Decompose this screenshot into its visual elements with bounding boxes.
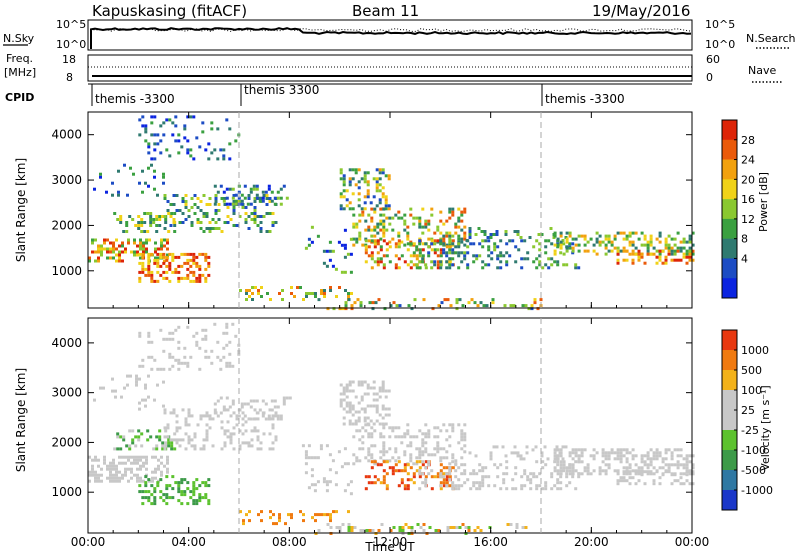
noise-right-tick-top: 10^5 (705, 18, 735, 31)
x-tick-label: 00:00 (71, 535, 106, 549)
date-title: 19/May/2016 (592, 2, 690, 20)
noise-panel: N.Sky 10^5 10^0 10^5 10^0 N.Search (3, 18, 796, 51)
y-tick-label: 4000 (51, 128, 82, 142)
colorbar-bin (722, 390, 737, 411)
colorbar-tick: -100 (741, 444, 766, 457)
colorbar-bin (722, 179, 737, 200)
colorbar-bin (722, 330, 737, 351)
x-axis-label: Time UT (364, 540, 415, 554)
noise-right-tick-bottom: 10^0 (705, 38, 735, 51)
beam-title: Beam 11 (352, 2, 419, 20)
cpid-segment-1: themis -3300 (95, 92, 175, 106)
noise-sky-label: N.Sky (3, 32, 35, 45)
power-colorbar: 28 24 20 16 12 8 4 (721, 119, 755, 299)
power-yticks: 1000 2000 3000 4000 (51, 128, 692, 278)
x-tick-label: 16:00 (473, 535, 508, 549)
colorbar-tick: 500 (741, 364, 762, 377)
y-tick-label: 1000 (51, 485, 82, 499)
cpid-segment-2: themis 3300 (244, 83, 319, 97)
y-tick-label: 2000 (51, 218, 82, 232)
x-tick-label: 04:00 (171, 535, 206, 549)
x-tick-label: 12:00 (373, 535, 408, 549)
colorbar-bin (722, 278, 737, 299)
velocity-yticks: 1000 2000 3000 4000 (51, 336, 692, 499)
cpid-bar: CPID themis -3300 themis 3300 themis -33… (5, 83, 692, 106)
noise-search-trace (90, 27, 692, 33)
colorbar-tick: 24 (741, 154, 755, 167)
freq-label: Freq. (6, 52, 33, 65)
colorbar-bin (722, 410, 737, 431)
x-tick-label: 20:00 (574, 535, 609, 549)
velocity-panel: 1000 2000 3000 4000 Slant Range [km] 1000 50… (14, 317, 773, 535)
y-tick-label: 1000 (51, 264, 82, 278)
noise-left-tick-top: 10^5 (56, 18, 86, 31)
colorbar-tick: 12 (741, 213, 755, 226)
colorbar-tick: -1000 (741, 484, 773, 497)
nave-label: Nave (748, 64, 776, 77)
colorbar-tick: 1000 (741, 344, 769, 357)
x-tick-label: 08:00 (272, 535, 307, 549)
colorbar-bin (722, 450, 737, 471)
power-colorbar-label: Power [dB] (757, 172, 770, 232)
noise-search-label: N.Search (746, 32, 796, 45)
colorbar-bin (722, 258, 737, 279)
nave-tick-top: 60 (706, 53, 720, 66)
colorbar-bin (722, 120, 737, 141)
station-title: Kapuskasing (fitACF) (92, 2, 247, 20)
freq-unit: [MHz] (4, 66, 36, 79)
y-tick-label: 2000 (51, 435, 82, 449)
power-panel: 1000 2000 3000 4000 Slant Range [km] 28 24 20… (14, 111, 770, 311)
noise-sky-trace (90, 27, 692, 49)
power-ylabel: Slant Range [km] (14, 158, 28, 262)
colorbar-bin (722, 430, 737, 451)
power-heatmap (88, 115, 695, 311)
velocity-colorbar-label: Velocity [m s⁻¹] (759, 385, 772, 470)
nave-tick-bottom: 0 (706, 71, 713, 84)
colorbar-tick: 4 (741, 252, 748, 265)
colorbar-bin (722, 139, 737, 160)
cpid-segment-3: themis -3300 (545, 92, 625, 106)
colorbar-tick: -500 (741, 464, 766, 477)
freq-tick-top: 18 (62, 53, 76, 66)
colorbar-bin (722, 218, 737, 239)
colorbar-tick: -25 (741, 424, 759, 437)
y-tick-label: 3000 (51, 173, 82, 187)
velocity-colorbar: 1000 500 100 25 -25 -100 -500 -1000 (721, 329, 773, 511)
colorbar-bin (722, 370, 737, 391)
y-tick-label: 4000 (51, 336, 82, 350)
colorbar-tick: 8 (741, 233, 748, 246)
colorbar-bin (722, 238, 737, 259)
colorbar-tick: 16 (741, 193, 755, 206)
cpid-label: CPID (5, 91, 34, 104)
colorbar-tick: 20 (741, 173, 755, 186)
freq-tick-bottom: 8 (66, 71, 73, 84)
velocity-ylabel: Slant Range [km] (14, 368, 28, 472)
colorbar-bin (722, 490, 737, 511)
freq-panel: Freq. [MHz] 18 8 60 0 Nave (4, 52, 782, 84)
noise-left-tick-bottom: 10^0 (56, 38, 86, 51)
colorbar-bin (722, 350, 737, 371)
colorbar-bin (722, 159, 737, 180)
colorbar-bin (722, 199, 737, 220)
colorbar-tick: 28 (741, 134, 755, 147)
y-tick-label: 3000 (51, 386, 82, 400)
velocity-heatmap (88, 322, 695, 535)
colorbar-tick: 100 (741, 384, 762, 397)
colorbar-bin (722, 470, 737, 491)
x-tick-label: 00:00 (675, 535, 710, 549)
colorbar-tick: 25 (741, 404, 755, 417)
